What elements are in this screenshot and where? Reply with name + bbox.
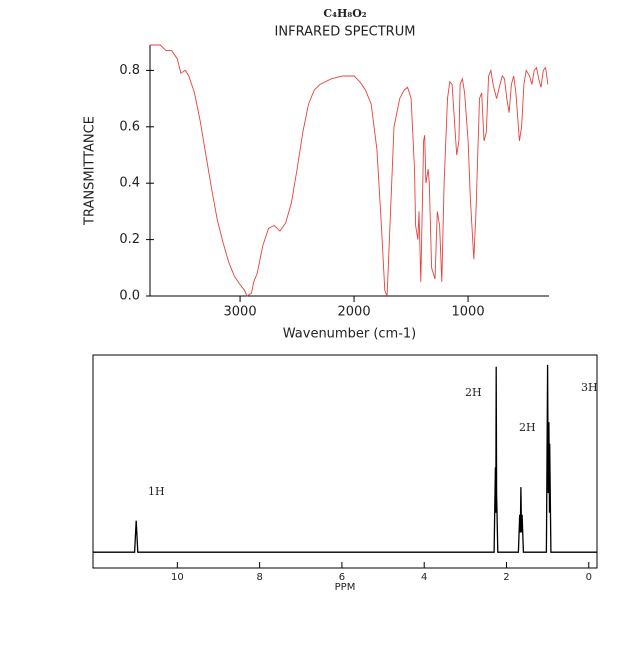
chart-title: C₄H₈O₂: [323, 7, 366, 20]
x-tick-label: 1000: [452, 305, 485, 320]
x-tick-label: 2000: [338, 305, 371, 320]
y-tick-label: 0.6: [119, 119, 140, 134]
x-tick-label: 2: [503, 572, 509, 583]
x-axis-label: Wavenumber (cm-1): [283, 327, 416, 342]
x-tick-label: 8: [256, 572, 262, 583]
y-tick-label: 0.2: [119, 232, 140, 247]
annotation: 3H: [581, 381, 598, 394]
y-tick-label: 0.8: [119, 63, 140, 78]
x-tick-label: 10: [171, 572, 184, 583]
x-tick-label: 0: [586, 572, 592, 583]
spectrum-line: [150, 44, 549, 297]
spectrum-line: [93, 364, 597, 553]
annotation: 2H: [519, 421, 536, 434]
y-tick-label: 0.4: [119, 176, 140, 191]
plot-frame: [92, 354, 598, 569]
y-axis-label: TRANSMITTANCE: [83, 116, 98, 226]
y-tick-label: 0.0: [119, 289, 140, 304]
x-axis-label: PPM: [335, 582, 356, 593]
chart-subtitle: INFRARED SPECTRUM: [275, 25, 416, 40]
x-tick-label: 4: [421, 572, 427, 583]
annotation: 2H: [465, 386, 482, 399]
x-tick-label: 3000: [224, 305, 257, 320]
x-tick-label: 6: [339, 572, 345, 583]
annotation: 1H: [148, 485, 165, 498]
